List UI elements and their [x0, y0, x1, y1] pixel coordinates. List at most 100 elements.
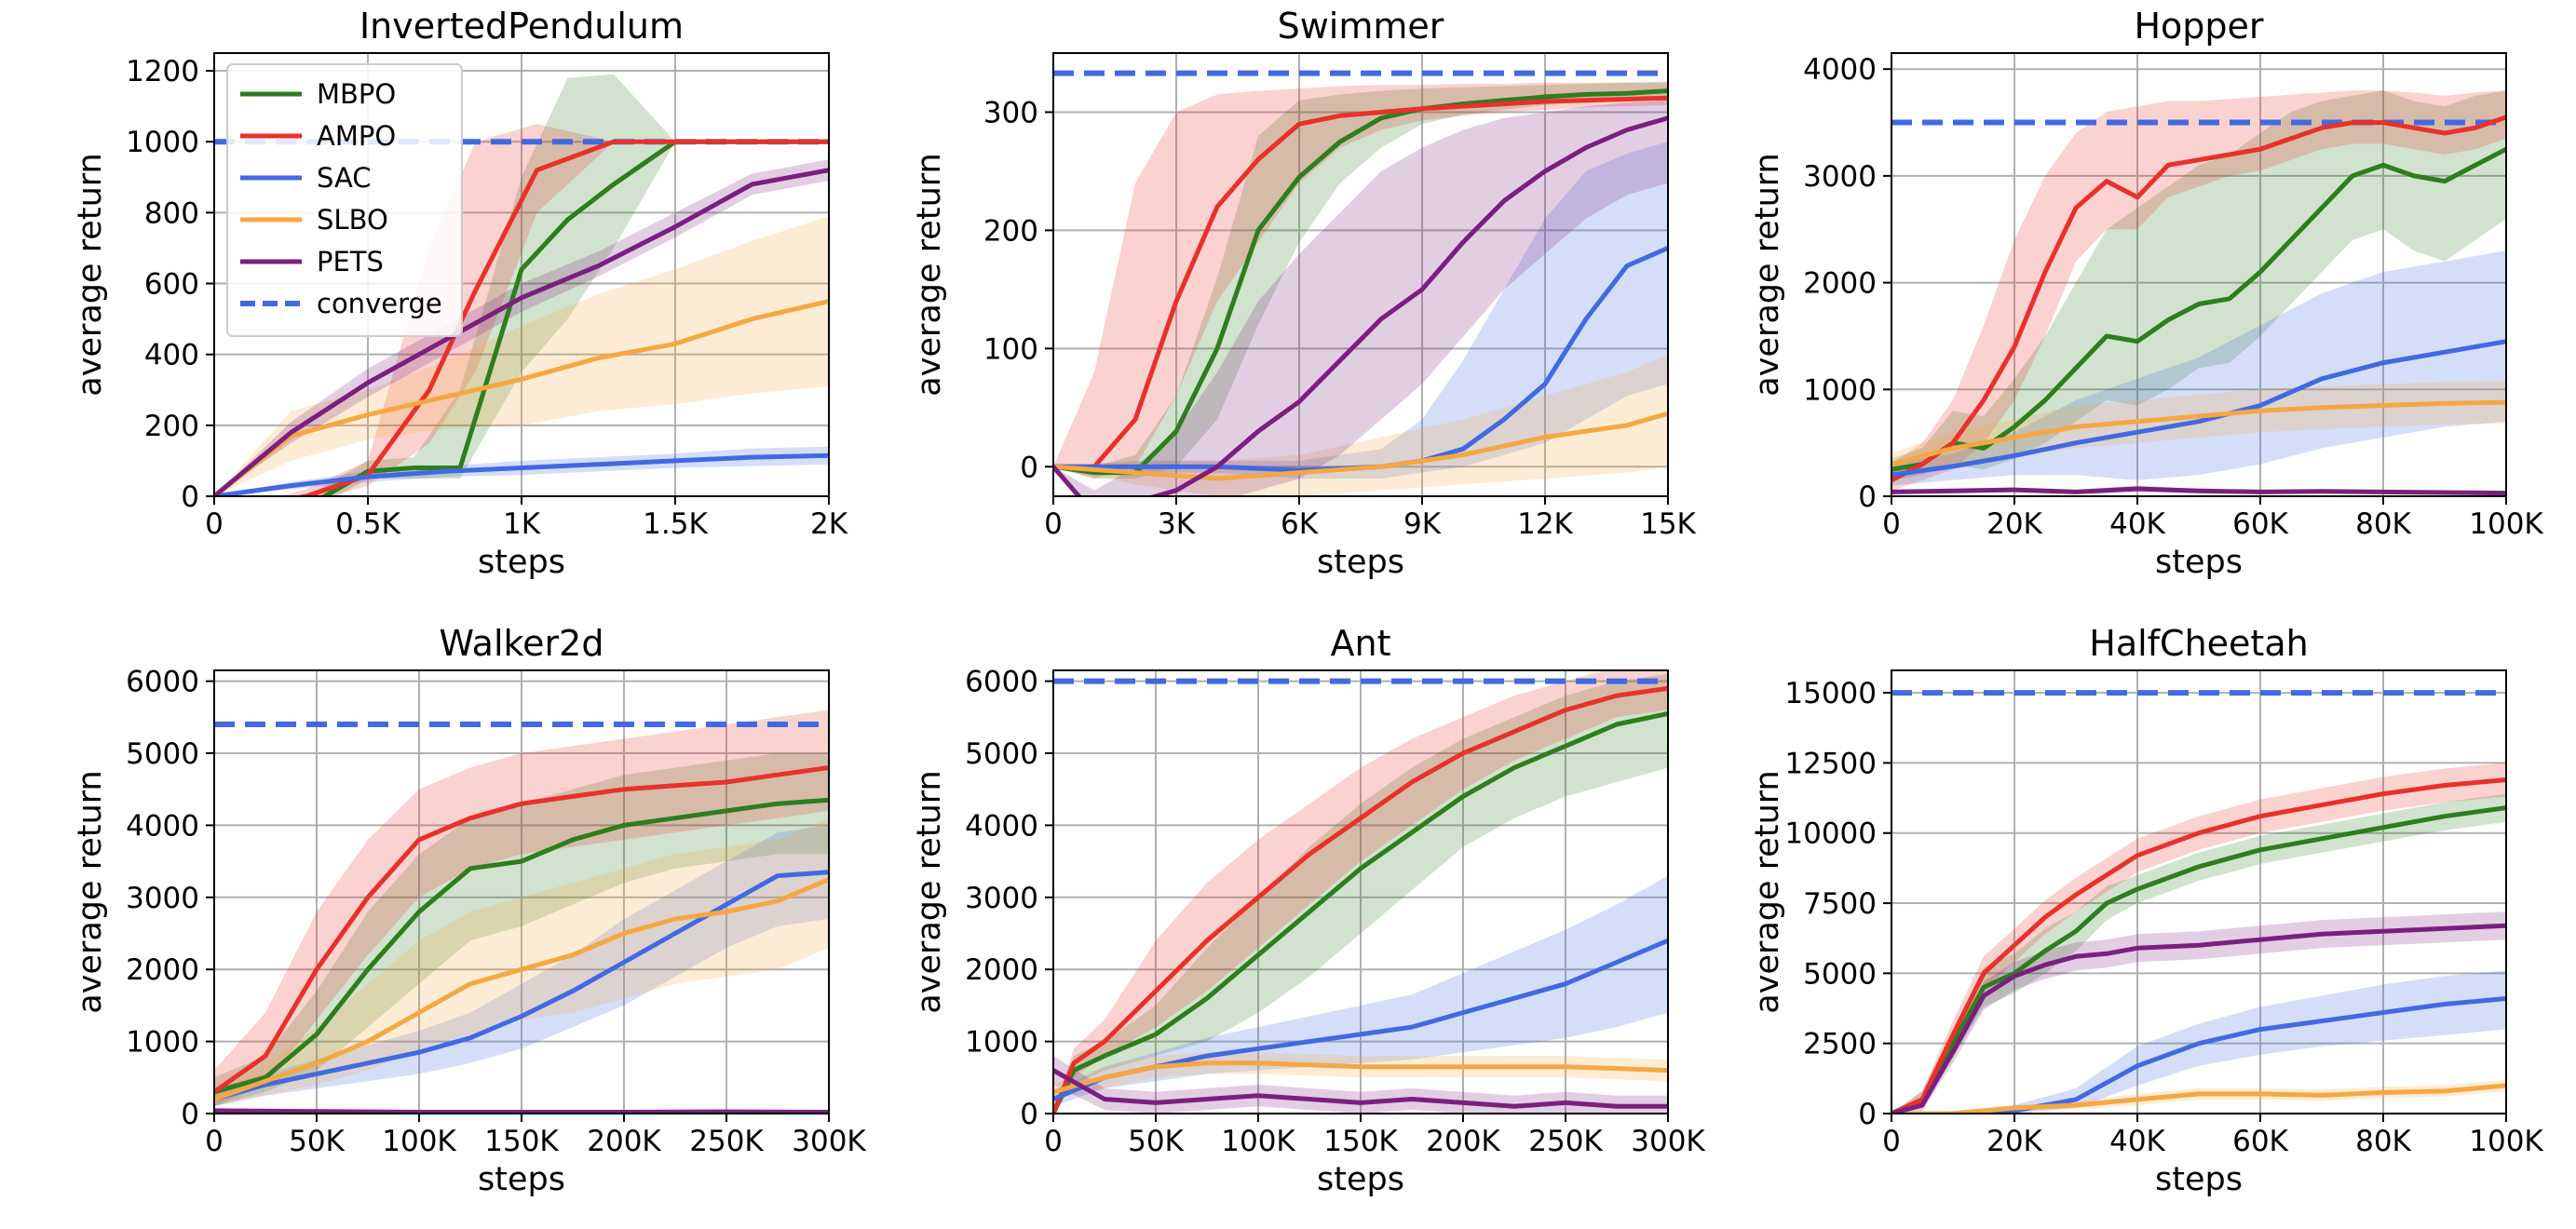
y-tick-label: 600: [144, 268, 199, 302]
line-mbpo: [214, 797, 829, 1095]
band-sac: [1053, 142, 1668, 479]
line-pets: [1891, 486, 2506, 496]
x-tick-label: 1.5K: [643, 507, 708, 541]
line-ampo: [1053, 95, 1668, 469]
band-pets: [1891, 912, 2506, 1114]
legend-entry-sac: SAC: [240, 162, 372, 194]
y-tick-label: 200: [144, 410, 199, 443]
legend-label-mbpo: MBPO: [317, 78, 396, 110]
subplot-title: InvertedPendulum: [359, 6, 684, 47]
y-tick-label: 1000: [126, 126, 199, 159]
line-pets: [214, 1108, 829, 1114]
band-mbpo: [306, 74, 829, 496]
y-tick-label: 2000: [1803, 267, 1877, 301]
line-pets: [1053, 1068, 1668, 1109]
x-tick-label: 40K: [2109, 1125, 2165, 1158]
x-axis-label: steps: [478, 1161, 565, 1198]
x-tick-label: 12K: [1517, 507, 1573, 541]
legend-entry-pets: PETS: [240, 246, 384, 277]
x-tick-label: 0: [1044, 1125, 1063, 1158]
line-ampo: [293, 139, 829, 496]
band-sac: [1053, 875, 1668, 1107]
x-tick-label: 200K: [587, 1125, 661, 1158]
y-tick-label: 1000: [126, 1026, 199, 1060]
x-tick-label: 80K: [2355, 507, 2411, 541]
y-tick-label: 0: [1858, 480, 1877, 514]
y-tick-label: 4000: [1803, 53, 1877, 87]
y-tick-label: 15000: [1784, 677, 1877, 710]
x-tick-label: 50K: [289, 1125, 345, 1158]
line-pets: [214, 168, 829, 496]
line-ampo: [1891, 777, 2506, 1114]
x-tick-label: 0: [205, 1125, 224, 1158]
line-sac: [214, 452, 829, 496]
y-tick-label: 3000: [126, 882, 199, 915]
y-tick-label: 12500: [1784, 747, 1877, 780]
x-tick-label: 150K: [484, 1125, 559, 1158]
legend-label-sac: SAC: [317, 162, 372, 194]
subplot-ant: 0 50K 100K 150K 200K 250K 300K 0 1000 2000 3000 400…: [911, 623, 1705, 1198]
y-tick-label: 800: [144, 196, 199, 230]
x-tick-label: 3K: [1158, 507, 1196, 541]
band-ampo: [1053, 81, 1668, 479]
line-ampo: [1053, 685, 1668, 1114]
y-tick-label: 5000: [1803, 957, 1877, 991]
y-tick-label: 5000: [965, 737, 1038, 771]
x-tick-label: 150K: [1323, 1125, 1398, 1158]
x-tick-label: 0: [1882, 1125, 1901, 1158]
x-tick-label: 15K: [1640, 507, 1696, 541]
band-mbpo: [1891, 90, 2506, 480]
x-tick-label: 250K: [689, 1125, 764, 1158]
band-mbpo: [1053, 82, 1668, 479]
x-tick-label: 60K: [2232, 507, 2288, 541]
x-tick-label: 20K: [1986, 507, 2042, 541]
x-tick-label: 0: [205, 507, 224, 541]
x-tick-label: 300K: [792, 1125, 866, 1158]
line-slbo: [1891, 1083, 2506, 1114]
legend-label-ampo: AMPO: [317, 120, 396, 152]
band-mbpo: [214, 753, 829, 1107]
y-tick-label: 2500: [1803, 1028, 1877, 1061]
x-axis-label: steps: [2155, 544, 2243, 581]
legend-box: [226, 63, 463, 337]
y-tick-label: 4000: [965, 809, 1038, 843]
y-tick-label: 2000: [965, 953, 1038, 987]
line-ampo: [1891, 115, 2506, 483]
legend-label-converge: converge: [317, 288, 442, 319]
legend-entry-ampo: AMPO: [240, 120, 396, 152]
subplot-halfcheetah: 0 20K 40K 60K 80K 100K 0 2500 5000 7500 10000 12500…: [1749, 623, 2543, 1198]
y-tick-label: 5000: [126, 737, 199, 771]
legend-entry-slbo: SLBO: [240, 204, 388, 236]
x-tick-label: 2K: [810, 507, 848, 541]
y-tick-label: 2000: [126, 953, 199, 987]
legend-entry-mbpo: MBPO: [240, 78, 396, 110]
y-tick-label: 1000: [1803, 373, 1877, 407]
line-pets: [1891, 923, 2506, 1114]
subplot-swimmer: 0 3K 6K 9K 12K 15K 0 100 200 300 Swimmer steps avera…: [911, 6, 1697, 581]
line-sac: [214, 870, 829, 1101]
band-pets: [1053, 100, 1668, 496]
x-tick-label: 50K: [1128, 1125, 1184, 1158]
axes-frame: [1891, 669, 2507, 1114]
legend: MBPO AMPO SAC SLBO PETS converge: [226, 63, 463, 337]
y-tick-label: 200: [983, 214, 1038, 248]
band-mbpo: [1891, 793, 2506, 1114]
x-tick-label: 250K: [1528, 1125, 1603, 1158]
y-tick-label: 3000: [965, 882, 1038, 915]
y-axis-label: average return: [1749, 770, 1786, 1013]
band-mbpo: [1053, 673, 1668, 1114]
subplot-walker2d: 0 50K 100K 150K 200K 250K 300K 0 1000 2000 3000 400…: [72, 623, 866, 1198]
subplot-title: HalfCheetah: [2089, 623, 2308, 664]
band-ampo: [1891, 90, 2506, 492]
plot-area: [1891, 90, 2506, 496]
x-tick-label: 6K: [1281, 507, 1319, 541]
x-tick-label: 300K: [1631, 1125, 1705, 1158]
y-tick-label: 300: [983, 96, 1038, 129]
x-tick-label: 100K: [1221, 1125, 1295, 1158]
band-slbo: [214, 817, 829, 1107]
line-sac: [1053, 245, 1668, 473]
y-tick-label: 1200: [126, 55, 199, 88]
y-tick-label: 100: [983, 332, 1038, 366]
plot-area: [1053, 670, 1668, 1114]
